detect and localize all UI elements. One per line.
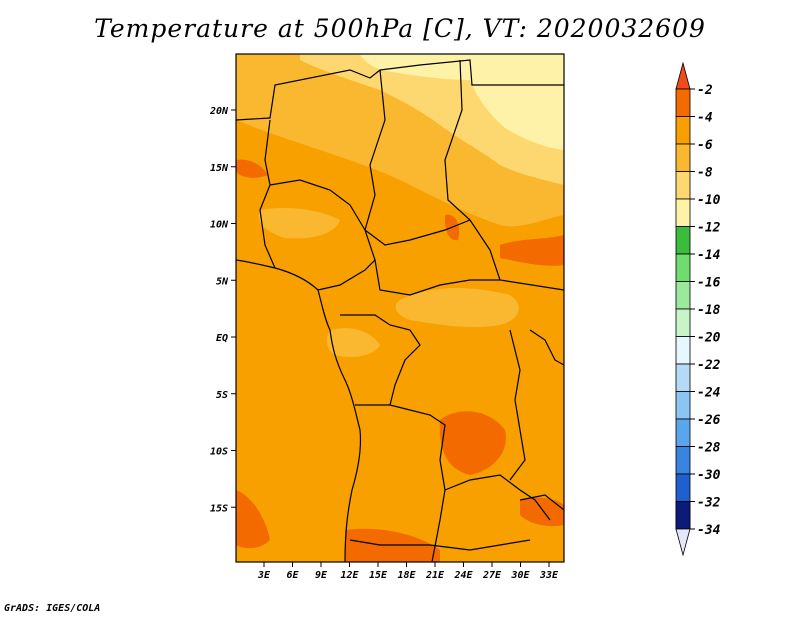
field-warm-patch-northwest <box>236 159 268 178</box>
field-region-coldest <box>470 54 564 150</box>
colorbar-swatch <box>675 171 691 200</box>
field-patch-west <box>326 328 380 357</box>
colorbar-top-arrow <box>675 61 691 90</box>
colorbar-label: -28 <box>697 441 721 456</box>
colorbar-swatch <box>675 418 691 447</box>
border-zambia <box>444 474 551 521</box>
lon-label: 9E <box>315 570 328 581</box>
colorbar-swatch <box>675 198 691 227</box>
colorbar-swatch <box>675 116 691 145</box>
border-car-north <box>364 219 471 246</box>
lon-label: 18E <box>397 570 416 581</box>
colorbar-swatch <box>675 336 691 365</box>
colorbar-swatch <box>675 363 691 392</box>
lon-label: 33E <box>539 570 559 581</box>
lon-label: 30E <box>510 570 530 581</box>
border-angola <box>355 404 446 562</box>
border-chad <box>364 69 386 261</box>
colorbar-swatch <box>675 143 691 172</box>
border-benin <box>259 119 276 269</box>
lon-label: 3E <box>257 570 271 581</box>
colorbar-swatch <box>675 88 691 117</box>
colorbar-label: -8 <box>697 166 713 181</box>
lat-label: 5N <box>216 276 229 287</box>
lat-label: 15S <box>210 503 228 514</box>
border-east <box>529 329 564 366</box>
map-title: Temperature at 500hPa [C], VT: 202003260… <box>94 14 706 43</box>
lon-label: 6E <box>286 570 299 581</box>
longitude-axis: 3E 6E 9E 12E 15E 18E 21E 24E 27E 30E 33E <box>257 562 559 581</box>
border-sahel <box>236 59 564 121</box>
lon-label: 15E <box>369 570 388 581</box>
field-warm-patch-congo <box>439 411 506 475</box>
colorbar-label: -32 <box>697 496 721 511</box>
border-niger <box>269 179 366 231</box>
colorbar-label: -2 <box>697 83 713 98</box>
field-region-cold-cap <box>360 54 470 80</box>
colorbar: -2 -4 -6 -8 -10 -12 -14 -16 -18 -20 -22 -24 -26 -28 -3… <box>675 61 721 557</box>
colorbar-swatch <box>675 446 691 475</box>
border-cameroon <box>317 258 500 296</box>
lat-label: 20N <box>209 106 229 117</box>
colorbar-label: -14 <box>697 248 721 263</box>
lon-label: 21E <box>425 570 445 581</box>
colorbar-label: -22 <box>697 358 721 373</box>
border-sudan <box>444 59 564 291</box>
colorbar-swatch <box>675 308 691 337</box>
colorbar-label: -16 <box>697 276 721 291</box>
lat-label: 10S <box>210 447 228 458</box>
colorbar-swatch <box>675 253 691 282</box>
lat-label: 15N <box>210 163 229 174</box>
colorbar-label: -26 <box>697 413 721 428</box>
border-congo <box>340 314 421 406</box>
field-warm-patch-east <box>500 235 564 266</box>
field-patch-center <box>395 288 519 328</box>
grads-credit: GrADS: IGES/COLA <box>4 603 101 614</box>
colorbar-label: -10 <box>697 193 721 208</box>
colorbar-label: -4 <box>697 111 713 126</box>
colorbar-swatch <box>675 473 691 502</box>
field-warm-patch-atlantic <box>236 490 270 549</box>
colorbar-swatch <box>675 501 691 530</box>
colorbar-label: -20 <box>697 331 721 346</box>
colorbar-label: -12 <box>697 221 721 236</box>
colorbar-swatch <box>675 226 691 255</box>
atlantic-coastline <box>236 259 362 562</box>
colorbar-label: -6 <box>697 138 713 153</box>
field-warm-patch-southeast <box>520 497 564 527</box>
lat-label: 5S <box>216 390 228 401</box>
colorbar-swatch <box>675 281 691 310</box>
lon-label: 24E <box>453 570 473 581</box>
colorbar-label: -30 <box>697 468 721 483</box>
lon-label: 12E <box>340 570 359 581</box>
colorbar-bottom-arrow <box>675 528 691 557</box>
colorbar-label: -34 <box>697 523 721 538</box>
border-south <box>349 539 531 551</box>
colorbar-swatch <box>675 391 691 420</box>
colorbar-label: -24 <box>697 386 721 401</box>
latitude-axis: 20N 15N 10N 5N EQ 5S 10S 15S <box>209 106 236 514</box>
map-frame <box>235 53 565 563</box>
colorbar-label: -18 <box>697 303 721 318</box>
lat-label: EQ <box>216 333 228 344</box>
lat-label: 10N <box>210 220 229 231</box>
border-mozambique <box>519 494 564 511</box>
boundaries <box>236 59 564 562</box>
border-lakes <box>509 329 526 481</box>
temperature-field <box>236 54 564 562</box>
lon-label: 27E <box>482 570 502 581</box>
field-patch-nigeria <box>258 208 340 239</box>
